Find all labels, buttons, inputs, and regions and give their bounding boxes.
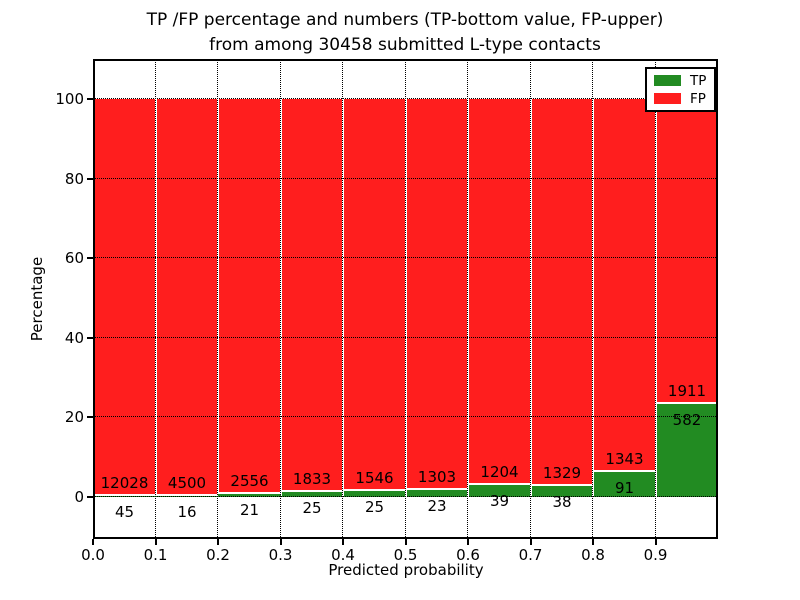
legend: TP FP	[645, 67, 716, 112]
tp-bar-segment	[218, 493, 281, 497]
tp-count-label: 38	[552, 492, 572, 511]
x-tick	[467, 539, 469, 545]
fp-count-label: 12028	[100, 473, 149, 492]
gridline-vertical	[342, 59, 343, 539]
x-tick-label: 0.3	[268, 546, 293, 564]
gridline-vertical	[154, 59, 156, 539]
y-tick	[87, 257, 93, 260]
fp-bar-segment	[343, 99, 406, 491]
chart-title: TP /FP percentage and numbers (TP-bottom…	[5, 8, 800, 58]
y-tick	[87, 98, 93, 100]
fp-count-label: 1833	[292, 469, 332, 488]
x-tick-label: 0.0	[81, 546, 105, 564]
x-tick	[217, 539, 219, 545]
fp-count-label: 1204	[480, 462, 519, 481]
y-axis-label: Percentage	[28, 256, 46, 342]
x-tick	[529, 539, 532, 545]
chart-title-line2: from among 30458 submitted L-type contac…	[209, 35, 601, 55]
fp-legend-label: FP	[690, 90, 706, 107]
fp-bar-segment	[593, 99, 656, 472]
x-tick-label: 0.2	[206, 546, 230, 564]
fp-bar-segment	[93, 99, 156, 496]
y-tick-label: 20	[64, 408, 84, 427]
fp-bar-segment	[468, 99, 531, 485]
y-tick-label: 40	[64, 328, 84, 347]
fp-bar-segment	[280, 99, 343, 492]
y-tick	[87, 416, 93, 419]
tp-count-label: 23	[427, 497, 447, 516]
gridline-horizontal	[93, 336, 718, 338]
gridline-vertical	[404, 59, 406, 539]
y-tick-label: 100	[55, 90, 84, 108]
tp-legend-swatch	[654, 75, 681, 86]
y-tick-label: 0	[74, 488, 84, 506]
tp-bar-segment	[655, 404, 718, 497]
x-tick	[154, 539, 157, 545]
gridline-horizontal	[93, 98, 718, 99]
fp-legend-swatch	[654, 93, 681, 104]
tp-count-label: 582	[672, 411, 702, 430]
fp-bar-segment	[405, 99, 468, 491]
tp-legend-label: TP	[690, 72, 707, 89]
tp-count-label: 91	[614, 478, 635, 497]
gridline-vertical	[467, 59, 468, 539]
fp-count-label: 4500	[167, 473, 207, 492]
gridline-horizontal	[93, 416, 718, 418]
tp-bar-segment	[593, 471, 656, 497]
tp-count-label: 25	[364, 497, 385, 516]
gridline-vertical	[217, 59, 218, 539]
gridline-vertical	[592, 59, 593, 539]
gridline-vertical	[529, 59, 531, 539]
x-tick-label: 0.8	[581, 546, 605, 564]
fp-count-label: 1343	[605, 449, 644, 468]
x-tick-label: 0.9	[643, 546, 668, 564]
fp-bar-segment	[218, 99, 281, 494]
fp-bar-segment	[155, 99, 218, 496]
plot-area: 12028 45 4500 16 2556 21 1833 25 1546 25 1303 23 120…	[55, 59, 718, 564]
x-tick	[342, 539, 344, 545]
x-tick-label: 0.6	[456, 546, 480, 564]
y-tick	[87, 496, 93, 498]
tp-count-label: 45	[114, 502, 135, 521]
x-tick-label: 0.4	[331, 546, 355, 564]
tp-count-label: 39	[489, 491, 510, 510]
x-axis-label: Predicted probability	[328, 561, 484, 579]
legend-row-tp: TP	[654, 74, 714, 88]
y-tick-label: 80	[64, 169, 84, 188]
tp-count-label: 16	[177, 502, 197, 521]
x-tick-label: 0.7	[518, 546, 543, 564]
chart-title-line1: TP /FP percentage and numbers (TP-bottom…	[146, 10, 664, 30]
legend-row-fp: FP	[654, 92, 714, 106]
gridline-vertical	[654, 59, 656, 539]
x-tick-label: 0.1	[143, 546, 168, 564]
y-tick-label: 60	[64, 249, 84, 268]
fp-count-label: 2556	[230, 471, 269, 490]
x-tick	[592, 539, 594, 545]
x-tick-label: 0.5	[393, 546, 418, 564]
fp-bar-segment	[655, 99, 718, 405]
x-tick	[654, 539, 657, 545]
x-tick	[404, 539, 407, 545]
fp-bar-segment	[530, 99, 593, 486]
fp-count-label: 1546	[355, 468, 394, 487]
gridline-horizontal	[93, 177, 718, 179]
x-tick	[92, 539, 94, 545]
gridline-horizontal	[93, 257, 718, 259]
fp-count-label: 1329	[542, 463, 582, 482]
fp-count-label: 1303	[417, 468, 457, 487]
fp-count-label: 1911	[667, 382, 707, 401]
tp-count-label: 21	[239, 500, 260, 519]
y-tick	[87, 336, 93, 339]
gridline-horizontal	[93, 496, 718, 497]
gridline-vertical	[279, 59, 281, 539]
x-tick	[279, 539, 282, 545]
tp-count-label: 25	[302, 498, 322, 517]
y-tick	[87, 177, 93, 180]
